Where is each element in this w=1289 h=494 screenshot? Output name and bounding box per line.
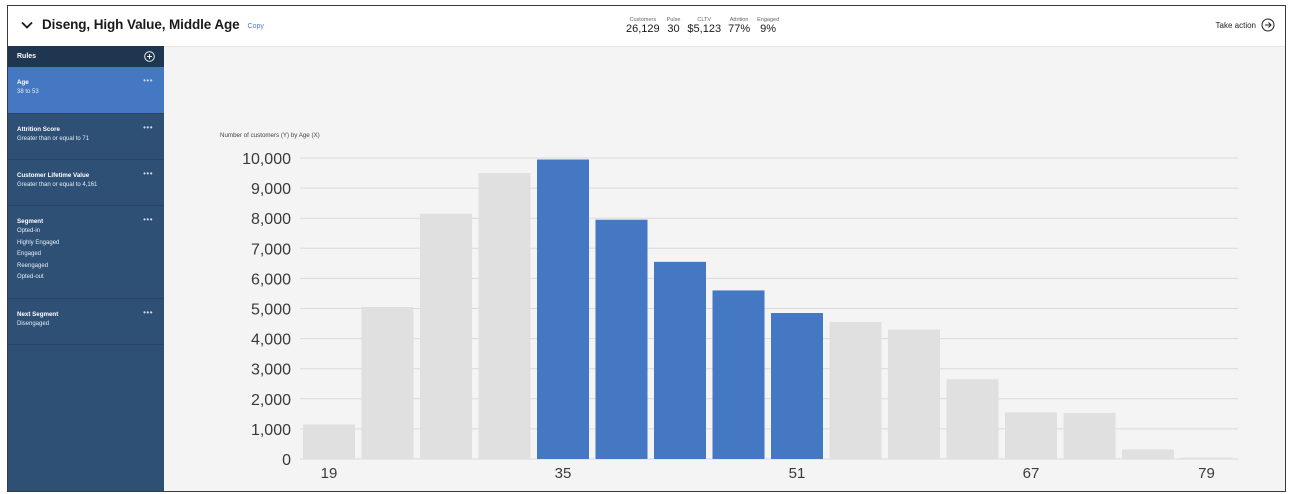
rule-attrition-score[interactable]: Attrition Score Greater than or equal to…: [8, 114, 164, 160]
y-tick-label: 7,000: [251, 241, 291, 258]
x-tick-label: 19: [321, 465, 338, 482]
bar[interactable]: [361, 306, 414, 459]
bar[interactable]: [303, 424, 355, 459]
y-tick-label: 1,000: [251, 422, 291, 439]
bar[interactable]: [888, 329, 940, 459]
chevron-down-icon[interactable]: [20, 18, 34, 32]
x-tick-label: 79: [1198, 465, 1215, 482]
rule-value: Engaged: [17, 251, 42, 257]
rule-customer-lifetime-value[interactable]: Customer Lifetime Value Greater than or …: [8, 160, 164, 206]
bar[interactable]: [420, 213, 472, 459]
bar-selected[interactable]: [712, 290, 765, 459]
take-action-button[interactable]: Take action: [1216, 18, 1275, 32]
rule-name: Next Segment: [17, 311, 59, 318]
arrow-right-circle-icon: [1261, 18, 1275, 32]
y-tick-label: 5,000: [251, 302, 291, 319]
more-options-icon[interactable]: •••: [143, 76, 153, 85]
stat-label: Engaged: [757, 17, 780, 23]
rule-value: 38 to 53: [17, 89, 39, 95]
stat-value: $5,123: [687, 23, 722, 35]
y-tick-label: 2,000: [251, 392, 291, 409]
stat-pulse: Pulse 30: [667, 17, 681, 35]
segment-title: Diseng, High Value, Middle Age: [42, 17, 240, 32]
x-tick-label: 35: [555, 465, 572, 482]
stat-label: Pulse: [666, 17, 681, 23]
bar[interactable]: [1005, 412, 1057, 459]
chart-title: Number of customers (Y) by Age (X): [220, 132, 320, 139]
rule-value: Disengaged: [17, 321, 50, 327]
stat-value: 9%: [760, 23, 777, 35]
take-action-label: Take action: [1215, 20, 1256, 30]
rules-title: Rules: [17, 53, 37, 60]
bar[interactable]: [478, 173, 531, 460]
rules-header: Rules: [8, 46, 164, 67]
bar-selected[interactable]: [654, 261, 706, 459]
y-tick-label: 3,000: [251, 362, 291, 379]
bar[interactable]: [1122, 449, 1174, 459]
rule-value: Opted-out: [17, 274, 44, 280]
more-options-icon[interactable]: •••: [143, 169, 153, 178]
rule-name: Attrition Score: [17, 126, 60, 133]
x-tick-label: 67: [1023, 465, 1040, 482]
rule-value: Greater than or equal to 71: [17, 136, 90, 142]
more-options-icon[interactable]: •••: [143, 123, 153, 132]
more-options-icon[interactable]: •••: [143, 308, 153, 317]
stat-label: Attrition: [729, 17, 749, 23]
bar[interactable]: [829, 322, 882, 459]
stat-label: Customers: [629, 17, 657, 23]
add-rule-icon[interactable]: [144, 51, 155, 62]
y-tick-label: 10,000: [242, 151, 291, 168]
y-tick-label: 8,000: [251, 211, 291, 228]
bar-selected[interactable]: [595, 219, 648, 459]
y-tick-label: 0: [282, 452, 291, 469]
bar[interactable]: [1180, 457, 1233, 459]
y-tick-label: 6,000: [251, 271, 291, 288]
rule-value: Highly Engaged: [17, 239, 60, 246]
y-tick-label: 9,000: [251, 181, 291, 198]
segment-stats: Customers 26,129 Pulse 30 CLTV $5,123 At…: [626, 17, 779, 35]
stat-engaged: Engaged 9%: [757, 17, 779, 35]
stat-attrition: Attrition 77%: [728, 17, 750, 35]
stat-value: 77%: [728, 23, 751, 35]
rule-value: Opted-in: [17, 228, 41, 234]
stat-value: 30: [667, 23, 680, 35]
rule-value: Greater than or equal to 4,161: [17, 182, 98, 188]
segment-title-group: Diseng, High Value, Middle Age Copy: [20, 17, 264, 32]
bar-selected[interactable]: [771, 313, 823, 459]
stat-value: 26,129: [626, 23, 660, 35]
stat-label: CLTV: [697, 17, 712, 23]
x-tick-label: 51: [789, 465, 806, 482]
bar[interactable]: [1063, 412, 1116, 459]
age-histogram-chart: 0 1,000 2,000 3,000 4,000 5,000 6,000 7,000 8,00…: [242, 151, 1238, 482]
rule-name: Customer Lifetime Value: [17, 172, 90, 179]
rule-name: Segment: [17, 218, 44, 225]
rule-next-segment[interactable]: Next Segment Disengaged •••: [8, 299, 164, 345]
y-tick-label: 4,000: [251, 332, 291, 349]
rule-segment[interactable]: Segment Opted-in Highly Engaged Engaged …: [8, 206, 164, 299]
stat-customers: Customers 26,129: [626, 17, 660, 35]
more-options-icon[interactable]: •••: [143, 215, 153, 224]
copy-link[interactable]: Copy: [247, 22, 264, 30]
app-frame: Diseng, High Value, Middle Age Copy Cust…: [7, 5, 1286, 492]
top-bar: Diseng, High Value, Middle Age Copy Cust…: [8, 6, 1285, 47]
stat-cltv: CLTV $5,123: [687, 17, 721, 35]
rule-name: Age: [17, 79, 29, 86]
rule-age[interactable]: Age 38 to 53 •••: [8, 67, 164, 114]
bar-selected[interactable]: [537, 159, 589, 459]
bar[interactable]: [946, 379, 999, 459]
rules-sidebar: Rules Age 38 to 53 ••• Attrition Score G…: [8, 46, 164, 491]
rule-value: Reengaged: [17, 262, 49, 269]
